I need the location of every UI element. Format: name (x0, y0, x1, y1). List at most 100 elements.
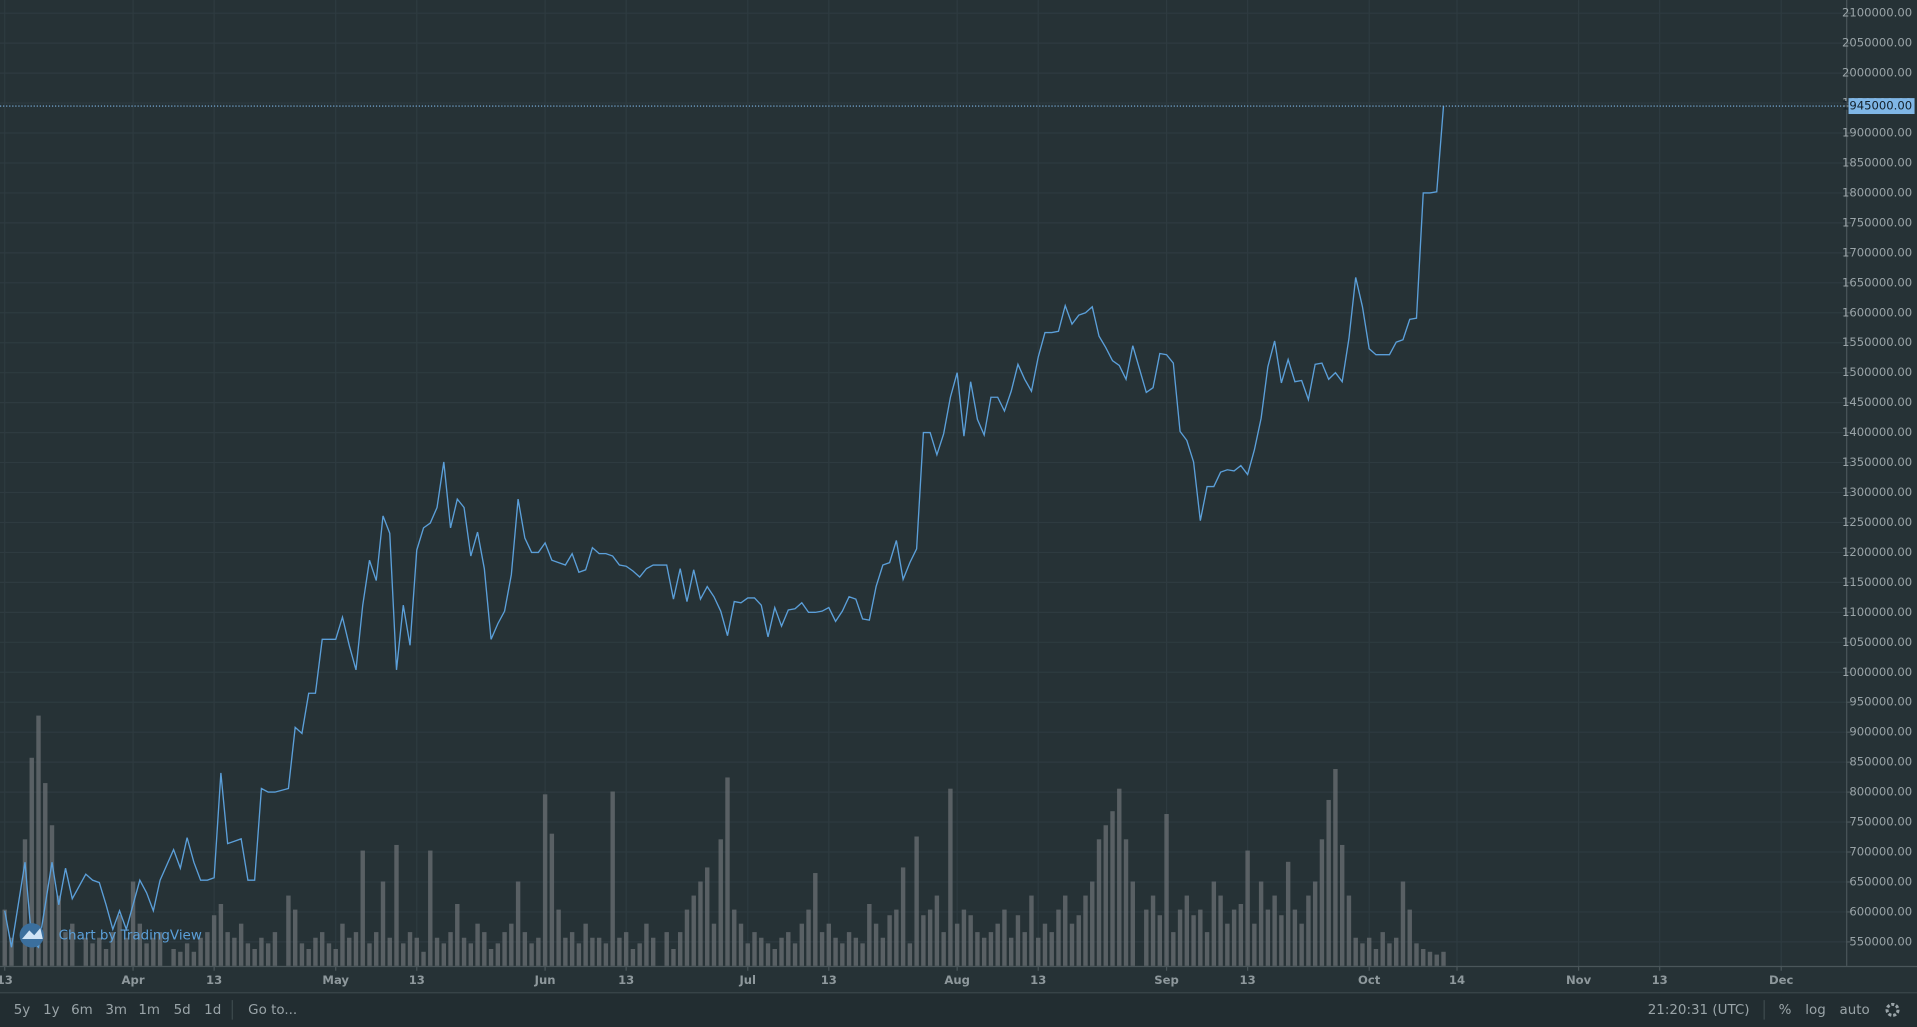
scale-option[interactable]: auto (1840, 1003, 1870, 1018)
volume-bar (157, 932, 163, 966)
volume-bar (1238, 903, 1244, 966)
volume-bar (367, 943, 372, 966)
volume-bar (414, 937, 419, 966)
y-tick-label: 1050000.00 (1842, 635, 1912, 649)
volume-bar (1434, 954, 1439, 966)
volume-bar (428, 850, 433, 966)
volume-bar (117, 915, 122, 966)
range-button[interactable]: 6m (71, 1003, 93, 1018)
volume-bar (1427, 951, 1433, 966)
y-tick-label: 1550000.00 (1842, 335, 1912, 349)
volume-bar (637, 943, 642, 966)
y-tick-label: 1850000.00 (1842, 155, 1912, 169)
goto-button[interactable]: Go to... (248, 1003, 297, 1018)
volume-bar (563, 937, 568, 966)
volume-bar (1110, 811, 1115, 966)
volume-bar (542, 794, 548, 966)
range-button[interactable]: 1d (204, 1003, 221, 1018)
volume-bar (130, 881, 136, 966)
volume-bar (1015, 915, 1021, 966)
volume-bar (1076, 915, 1081, 966)
volume-bar (1144, 909, 1149, 966)
volume-bar (1380, 932, 1385, 966)
volume-bar (2, 909, 7, 966)
range-button[interactable]: 5d (174, 1003, 191, 1018)
volume-bar (961, 909, 967, 966)
volume-bar (1319, 839, 1325, 966)
volume-bar (1373, 948, 1379, 966)
volume-bar (1231, 909, 1237, 966)
volume-bar (482, 932, 487, 966)
volume-bar (1103, 825, 1108, 966)
volume-bar (1367, 937, 1372, 966)
scale-option[interactable]: % (1779, 1003, 1792, 1018)
volume-bar (1292, 909, 1298, 966)
volume-bar (1049, 932, 1054, 966)
volume-bar (320, 932, 325, 966)
x-tick-label: Dec (1769, 973, 1794, 987)
volume-bar (981, 937, 987, 966)
y-tick-label: 1450000.00 (1842, 395, 1912, 409)
volume-bar (1042, 923, 1048, 966)
volume-bar (380, 881, 386, 966)
volume-bar (711, 923, 717, 966)
y-tick-label: 950000.00 (1849, 695, 1912, 709)
volume-bar (779, 937, 784, 966)
volume-bar (421, 951, 426, 966)
volume-bar (1326, 799, 1331, 966)
x-tick-label: 13 (1030, 973, 1046, 987)
volume-bar (333, 948, 338, 966)
volume-bar (1272, 895, 1277, 966)
volume-bar (556, 909, 561, 966)
x-tick-label: Oct (1358, 973, 1381, 987)
volume-bar (509, 923, 514, 966)
volume-bar (1360, 943, 1365, 966)
settings-button[interactable] (1885, 1002, 1900, 1017)
volume-bar (1306, 895, 1311, 966)
x-tick-label: 14 (1449, 973, 1465, 987)
y-tick-label: 1500000.00 (1842, 365, 1912, 379)
y-tick-label: 1100000.00 (1842, 605, 1912, 619)
volume-bar (772, 948, 777, 966)
volume-bar (988, 932, 994, 966)
volume-bar (1164, 814, 1169, 966)
volume-bar (401, 943, 406, 966)
y-tick-label: 1000000.00 (1842, 665, 1912, 679)
volume-bar (238, 923, 244, 966)
range-button[interactable]: 5y (14, 1003, 31, 1018)
volume-bar (590, 937, 595, 966)
volume-bar (1346, 895, 1352, 966)
x-tick-label: Nov (1566, 973, 1592, 987)
range-button[interactable]: 3m (105, 1003, 127, 1018)
volume-bar (502, 932, 507, 966)
volume-bar (718, 839, 723, 966)
volume-bar (1312, 881, 1318, 966)
last-price-label: 1945000.00 (1842, 99, 1912, 113)
volume-bar (786, 932, 791, 966)
y-tick-label: 2000000.00 (1842, 66, 1912, 80)
last-price-badge (1848, 98, 1915, 115)
volume-bar (394, 844, 399, 966)
volume-bar (732, 909, 737, 966)
range-button[interactable]: 1m (138, 1003, 160, 1018)
toolbar-items: Go to... 21:20:31 (UTC) 5y 1y 6m 3m 1m 5d 1d% l… (14, 1000, 1900, 1020)
volume-bar (583, 923, 588, 966)
y-tick-label: 850000.00 (1849, 755, 1912, 769)
volume-bar (921, 915, 926, 966)
scale-option[interactable]: log (1805, 1003, 1825, 1018)
y-tick-label: 1650000.00 (1842, 275, 1912, 289)
y-tick-label: 1250000.00 (1842, 515, 1912, 529)
volume-bar (1279, 915, 1284, 966)
volume-bar (678, 932, 683, 966)
volume-bar (387, 937, 392, 966)
volume-bar (468, 943, 474, 966)
watermark-text[interactable]: Chart by TradingView (59, 928, 202, 943)
volume-bar (813, 873, 818, 966)
volume-bar (83, 937, 88, 966)
y-tick-label: 1750000.00 (1842, 215, 1912, 229)
y-tick-label: 1350000.00 (1842, 455, 1912, 469)
volume-bar (1211, 881, 1217, 966)
volume-bar (1225, 923, 1230, 966)
range-button[interactable]: 1y (43, 1003, 60, 1018)
